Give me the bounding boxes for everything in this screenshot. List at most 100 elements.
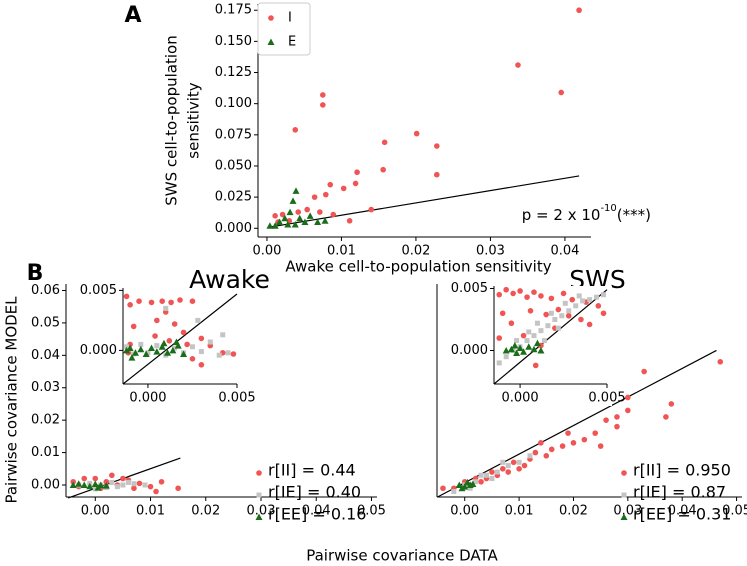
legend-marker [621, 470, 627, 476]
data-point [138, 341, 144, 347]
data-point [317, 209, 323, 215]
data-point [295, 209, 302, 215]
legend-marker [255, 513, 263, 520]
data-point [526, 329, 532, 335]
data-point [266, 222, 274, 229]
x-tick-label: 0.00 [450, 504, 479, 519]
data-point [566, 308, 572, 314]
x-tick-label: 0.04 [668, 504, 697, 519]
data-point [131, 349, 139, 356]
data-point [230, 351, 237, 357]
x-axis-label: Pairwise covariance DATA [306, 547, 498, 565]
data-point [114, 484, 120, 490]
data-point [75, 480, 83, 487]
x-tick-label: 0.00 [252, 244, 281, 259]
data-point [538, 293, 544, 299]
annotation-exponent: -10 [600, 203, 616, 214]
data-point [560, 290, 567, 297]
data-point [467, 485, 473, 491]
data-point [440, 485, 446, 492]
y-tick-label: 0.02 [31, 413, 60, 428]
data-point [166, 338, 173, 344]
x-tick-label: 0.01 [327, 244, 356, 259]
data-point [543, 311, 549, 318]
x-axis-label: Awake cell-to-population sensitivity [285, 258, 551, 276]
data-point [175, 485, 181, 492]
x-tick-label: 0.05 [722, 504, 747, 519]
data-point [524, 294, 530, 300]
data-point [195, 317, 201, 323]
data-point [668, 401, 675, 407]
data-point [153, 348, 161, 355]
data-point [503, 354, 509, 360]
data-point [499, 310, 506, 317]
data-point [279, 211, 286, 218]
y-tick-label: 0.00 [31, 478, 60, 493]
y-tick-label: 0.025 [215, 190, 252, 205]
y-tick-label: 0.175 [215, 3, 252, 18]
data-point [576, 7, 582, 14]
data-point [565, 430, 571, 436]
data-point [160, 339, 168, 347]
data-point [306, 212, 314, 219]
data-point [330, 211, 337, 218]
x-tick-label: 0.03 [476, 244, 505, 259]
y-tick-label: 0.000 [451, 343, 488, 358]
data-point [354, 169, 360, 176]
data-point [516, 465, 522, 472]
data-point [469, 480, 477, 488]
data-point [496, 360, 502, 366]
data-point [499, 465, 506, 472]
data-point [559, 313, 565, 319]
data-point [123, 293, 130, 300]
data-point [534, 320, 540, 326]
data-point [368, 206, 375, 213]
data-point [516, 459, 522, 465]
data-point [171, 321, 178, 327]
data-point [514, 338, 520, 344]
y-axis-label: SWS cell-to-population [163, 35, 181, 205]
data-point [207, 339, 213, 345]
data-point [489, 469, 495, 475]
x-tick-label: 0.01 [136, 504, 165, 519]
legend-label: r[EE] = 0.16 [268, 505, 366, 524]
legend-label: r[II] = 0.950 [633, 461, 731, 480]
x-tick-label: 0.005 [218, 391, 255, 406]
data-point [517, 288, 523, 294]
data-point [94, 484, 102, 491]
data-point [91, 480, 99, 488]
y-tick-label: 0.005 [451, 281, 488, 296]
data-point [289, 197, 297, 204]
data-point [154, 343, 160, 349]
data-point [614, 414, 620, 420]
data-point [552, 316, 558, 322]
data-point [120, 482, 126, 488]
data-point [340, 185, 347, 192]
data-point [130, 323, 137, 330]
y-tick-label: 0.05 [31, 315, 60, 330]
legend-label: r[II] = 0.44 [268, 461, 356, 480]
data-point [531, 289, 537, 296]
inset-background [454, 286, 612, 406]
data-point [496, 291, 503, 298]
data-point [580, 298, 586, 304]
data-point [510, 459, 517, 466]
data-point [433, 171, 440, 178]
y-tick-label: 0.005 [80, 283, 117, 298]
data-point [594, 294, 600, 300]
data-point [271, 222, 279, 229]
data-point [603, 417, 609, 423]
data-point [515, 62, 521, 68]
data-point [641, 368, 647, 375]
data-point [163, 305, 169, 311]
data-point [126, 344, 134, 351]
legend-label: I [288, 11, 292, 26]
x-tick-label: 0.03 [247, 504, 276, 519]
data-point [558, 89, 565, 96]
data-point [581, 436, 588, 443]
data-point [513, 349, 521, 356]
data-point [131, 485, 137, 492]
data-point [548, 295, 555, 302]
data-point [172, 338, 180, 345]
legend-marker [256, 492, 262, 498]
